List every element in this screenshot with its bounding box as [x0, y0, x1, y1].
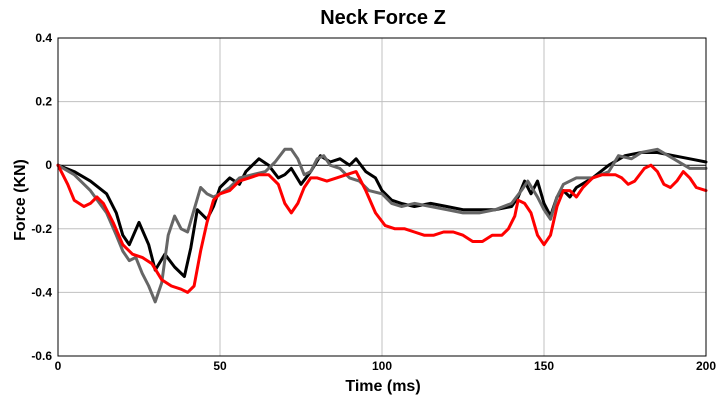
- x-tick-label: 0: [55, 359, 62, 373]
- y-tick-label: -0.6: [31, 349, 52, 363]
- y-tick-label: 0.2: [35, 95, 52, 109]
- x-tick-label: 100: [372, 359, 392, 373]
- x-tick-label: 200: [696, 359, 716, 373]
- y-tick-label: -0.4: [31, 285, 52, 299]
- y-tick-label: -0.2: [31, 222, 52, 236]
- chart-title: Neck Force Z: [320, 7, 446, 29]
- y-tick-label: 0.4: [35, 31, 52, 45]
- x-axis-label: Time (ms): [345, 378, 420, 395]
- tick-labels: 0 50 100 150 200 0.4 0.2 0 -0.2 -0.4 -0.6: [31, 31, 716, 373]
- x-tick-label: 50: [213, 359, 227, 373]
- y-tick-label: 0: [45, 158, 52, 172]
- grid: [58, 38, 706, 356]
- x-tick-label: 150: [534, 359, 554, 373]
- y-axis-label: Force (KN): [12, 159, 29, 241]
